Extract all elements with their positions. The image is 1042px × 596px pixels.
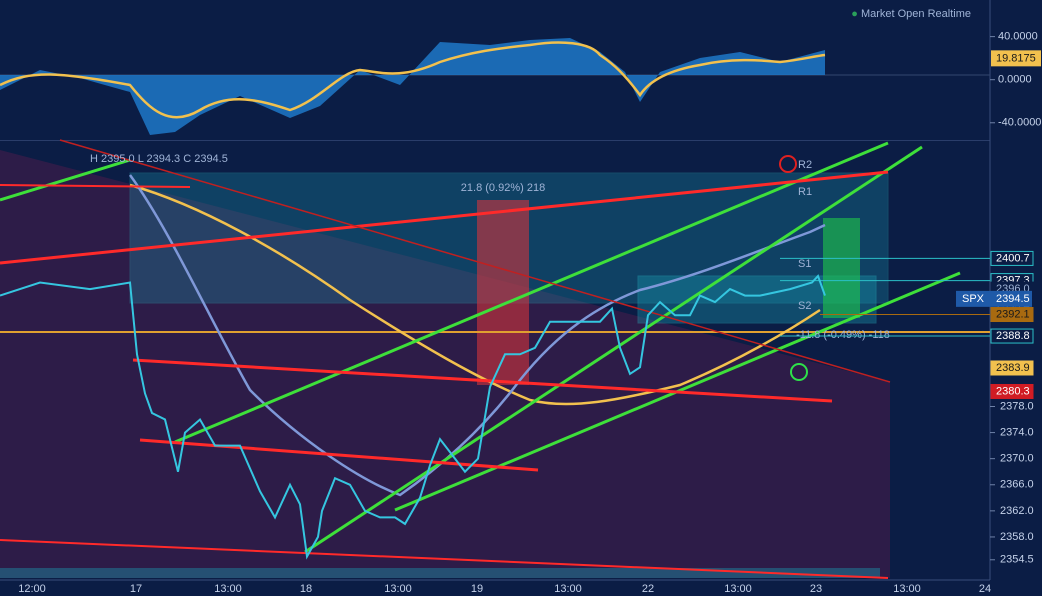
price-tag-label: 2383.9 [996, 362, 1030, 374]
time-label: 18 [300, 583, 312, 595]
oscillator-tick-label: 0.0000 [998, 74, 1032, 86]
close-label: C 2394.5 [183, 153, 228, 165]
sell-signal [779, 155, 797, 173]
price-tick-label: 2362.0 [1000, 505, 1034, 517]
price-line [0, 274, 826, 560]
price-tag-label: 2388.8 [996, 330, 1030, 342]
time-label: 13:00 [724, 583, 752, 595]
bottom-band [0, 568, 880, 578]
price-tick-label: 2370.0 [1000, 453, 1034, 465]
price-tick-label: 2378.0 [1000, 400, 1034, 412]
symbol-price: 2394.5 [996, 293, 1030, 305]
time-label: 19 [471, 583, 483, 595]
red-trend [0, 539, 889, 579]
price-tag [990, 328, 1034, 344]
price-tag [990, 307, 1034, 323]
oscillator-signal [0, 41, 826, 119]
pivot-label: R1 [798, 186, 812, 198]
channel-region [0, 150, 890, 578]
low-label: L 2394.3 [138, 153, 180, 165]
time-label: 12:00 [18, 583, 46, 595]
pivot-label: R2 [798, 159, 812, 171]
price-tag [990, 250, 1034, 266]
price-tick-label: 2354.5 [1000, 554, 1034, 566]
time-label: 13:00 [214, 583, 242, 595]
green-trend [0, 158, 131, 202]
time-label: 13:00 [554, 583, 582, 595]
price-tag-label: 2392.1 [996, 308, 1030, 320]
price-tag-label: 2400.7 [996, 252, 1030, 264]
market-status: ● Market Open Realtime [851, 8, 971, 20]
green-trend [304, 145, 923, 554]
oscillator-last-tag [991, 50, 1041, 67]
time-label: 13:00 [893, 583, 921, 595]
pane-divider [0, 140, 990, 141]
red-trend [0, 170, 889, 265]
pivot-label: S2 [798, 300, 811, 312]
slow-average [129, 183, 821, 406]
symbol-name: SPX [962, 293, 985, 305]
price-tag [990, 360, 1034, 376]
high-label: H 2395.0 [90, 153, 135, 165]
price-tag-label: 2380.3 [996, 385, 1030, 397]
time-label: 13:00 [384, 583, 412, 595]
price-tick-label: 2358.0 [1000, 531, 1034, 543]
price-tick-label: 2374.0 [1000, 426, 1034, 438]
down-move-box [823, 218, 860, 318]
time-label: 24 [979, 583, 991, 595]
channel-edge [59, 139, 891, 383]
oscillator-histogram [0, 38, 825, 135]
oscillator-tick-label: -40.0000 [998, 117, 1041, 129]
green-trend [174, 141, 889, 444]
price-tag [990, 383, 1034, 399]
oscillator-tick-label: 40.0000 [998, 31, 1038, 43]
symbol-tag [956, 290, 1032, 307]
time-label: 22 [642, 583, 654, 595]
oscillator-last-label: 19.8175 [996, 52, 1036, 64]
fast-average [128, 174, 826, 497]
red-trend [0, 184, 191, 188]
time-label: 17 [130, 583, 142, 595]
down-move-label: -11.8 (-0.49%) -118 [796, 329, 890, 341]
status-label: Market Open [861, 8, 925, 20]
status-mode: Realtime [928, 8, 971, 20]
price-tick-label: 2366.0 [1000, 479, 1034, 491]
red-trend [132, 358, 833, 403]
time-label: 23 [810, 583, 822, 595]
buy-signal [790, 363, 808, 381]
ohlc-header: H 2395.0 L 2394.3 C 2394.5 [90, 153, 228, 165]
up-move-label: 21.8 (0.92%) 218 [461, 182, 545, 194]
pivot-label: S1 [798, 258, 811, 270]
dynamic-layer: 2354.5 2358.0 2362.0 2366.0 2370.0 2374.0 2378… [0, 31, 1041, 595]
